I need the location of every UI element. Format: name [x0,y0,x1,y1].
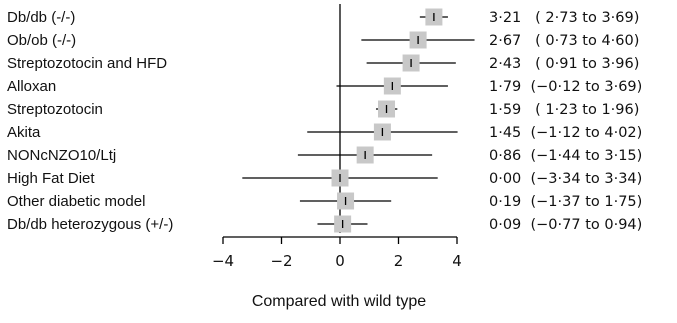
x-axis-label: Compared with wild type [252,293,426,310]
estimate-text: 3·21 ( 2·73 to 3·69) [489,10,639,26]
x-axis: −4 −2 0 2 4 [212,236,462,270]
row-label: Db/db heterozygous (+/-) [7,216,173,233]
estimate-text: 0·19 (−1·37 to 1·75) [489,194,642,210]
estimate-text: 1·79 (−0·12 to 3·69) [489,79,642,95]
row-label: Streptozotocin [7,101,103,118]
forest-row: High Fat Diet 0·00 (−3·34 to 3·34) [7,169,642,187]
forest-row: Akita 1·45 (−1·12 to 4·02) [7,123,642,141]
estimate-text: 1·59 ( 1·23 to 1·96) [489,102,639,118]
estimate-text: 2·43 ( 0·91 to 3·96) [489,56,639,72]
x-tick-label: 4 [452,252,462,270]
forest-row: Other diabetic model 0·19 (−1·37 to 1·75) [7,192,642,210]
row-label: Streptozotocin and HFD [7,55,167,72]
x-tick-label: −2 [270,252,292,270]
row-label: NONcNZO10/Ltj [7,147,116,164]
forest-row: NONcNZO10/Ltj 0·86 (−1·44 to 3·15) [7,146,642,164]
forest-row: Ob/ob (-/-) 2·67 ( 0·73 to 4·60) [7,31,639,49]
estimate-text: 0·09 (−0·77 to 0·94) [489,217,642,233]
estimate-text: 0·86 (−1·44 to 3·15) [489,148,642,164]
row-label: Alloxan [7,78,56,95]
forest-row: Alloxan 1·79 (−0·12 to 3·69) [7,77,642,95]
row-label: Akita [7,124,41,141]
x-tick-label: 2 [394,252,404,270]
row-label: Other diabetic model [7,193,145,210]
row-label: High Fat Diet [7,170,95,187]
row-label: Ob/ob (-/-) [7,32,76,49]
forest-row: Streptozotocin and HFD 2·43 ( 0·91 to 3·9… [7,54,639,72]
estimate-text: 2·67 ( 0·73 to 4·60) [489,33,639,49]
x-tick-label: 0 [335,252,345,270]
forest-rows: Db/db (-/-) 3·21 ( 2·73 to 3·69) Ob/ob (-/… [7,4,642,233]
forest-row: Db/db (-/-) 3·21 ( 2·73 to 3·69) [7,8,639,26]
estimate-text: 1·45 (−1·12 to 4·02) [489,125,642,141]
row-label: Db/db (-/-) [7,9,75,26]
forest-row: Db/db heterozygous (+/-) 0·09 (−0·77 to 0… [7,215,642,233]
forest-row: Streptozotocin 1·59 ( 1·23 to 1·96) [7,100,639,118]
estimate-text: 0·00 (−3·34 to 3·34) [489,171,642,187]
x-tick-label: −4 [212,252,234,270]
